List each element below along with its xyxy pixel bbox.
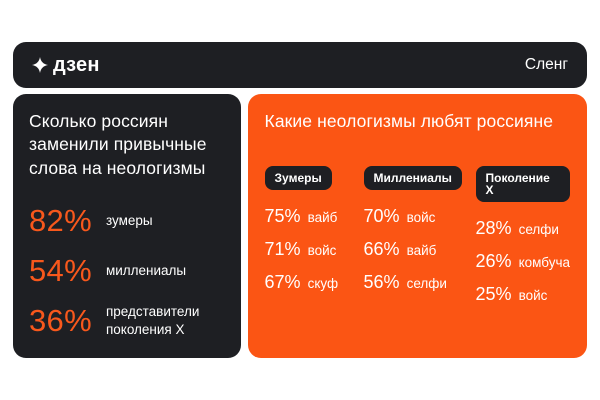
stat-label: вайб [307, 210, 338, 226]
stat-value: 56% [363, 271, 400, 292]
group-badge: Зумеры [264, 166, 332, 191]
stat-label: войс [406, 210, 436, 226]
cards-row: Сколько россиян заменили привычные слова… [13, 94, 587, 358]
stat-label: комбуча [518, 254, 570, 270]
stat-label: скуф [307, 275, 339, 291]
left-card-title: Сколько россиян заменили привычные слова… [29, 111, 207, 178]
stat-row: 71% войс [265, 239, 364, 260]
left-card-stats: 82% зумеры 54% миллениалы 36% представит… [29, 202, 225, 340]
stat-label: войс [518, 287, 548, 303]
stat-row: 70% войс [364, 206, 476, 227]
stat-row: 75% вайб [265, 206, 364, 227]
stat-row: 36% представители поколения X [29, 302, 225, 339]
stat-value: 75% [264, 206, 301, 227]
stat-label: миллениалы [105, 262, 187, 278]
header-bar: дзен Сленг [13, 42, 587, 88]
stat-value: 70% [363, 206, 400, 227]
sparkle-icon [32, 57, 48, 73]
stat-label: зумеры [105, 212, 153, 228]
right-card: Какие неологизмы любят россияне Зумеры 7… [247, 94, 587, 358]
stat-value: 26% [475, 250, 512, 271]
column-millennials: Миллениалы 70% войс 66% вайб 56% селфи [363, 166, 476, 316]
logo-text: дзен [53, 54, 100, 76]
group-badge: Миллениалы [363, 166, 462, 191]
column-stats: 28% селфи 26% комбуча 25% войс [476, 218, 570, 304]
stat-value: 66% [363, 238, 400, 259]
stat-row: 56% селфи [364, 272, 476, 293]
stat-label: селфи [406, 275, 447, 291]
stat-value: 28% [475, 218, 512, 239]
stat-row: 26% комбуча [476, 251, 570, 272]
stat-row: 54% миллениалы [29, 252, 225, 289]
stat-value: 71% [264, 238, 301, 259]
column-zoomers: Зумеры 75% вайб 71% войс 67% скуф [264, 166, 364, 316]
column-stats: 70% войс 66% вайб 56% селфи [364, 206, 476, 292]
right-card-columns: Зумеры 75% вайб 71% войс 67% скуф [264, 166, 570, 316]
topic-label: Сленг [524, 56, 568, 74]
stat-value: 25% [475, 283, 512, 304]
stat-label: вайб [406, 242, 437, 258]
stat-label: представители поколения X [105, 304, 200, 337]
stat-value: 36% [29, 303, 92, 339]
stat-label: селфи [518, 222, 559, 238]
stat-value: 54% [29, 252, 92, 288]
zen-logo: дзен [32, 55, 100, 75]
stat-row: 67% скуф [265, 272, 364, 293]
group-badge: Поколение X [475, 166, 570, 203]
stat-row: 82% зумеры [29, 202, 225, 239]
stat-row: 28% селфи [476, 218, 570, 239]
stat-label: войс [307, 242, 337, 258]
left-card: Сколько россиян заменили привычные слова… [13, 94, 241, 358]
stat-value: 82% [29, 202, 92, 238]
stat-value: 67% [264, 271, 301, 292]
column-generation-x: Поколение X 28% селфи 26% комбуча 25% во [475, 166, 570, 316]
stat-row: 66% вайб [364, 239, 476, 260]
stat-row: 25% войс [476, 284, 570, 305]
column-stats: 75% вайб 71% войс 67% скуф [265, 206, 364, 292]
right-card-title: Какие неологизмы любят россияне [264, 111, 554, 131]
